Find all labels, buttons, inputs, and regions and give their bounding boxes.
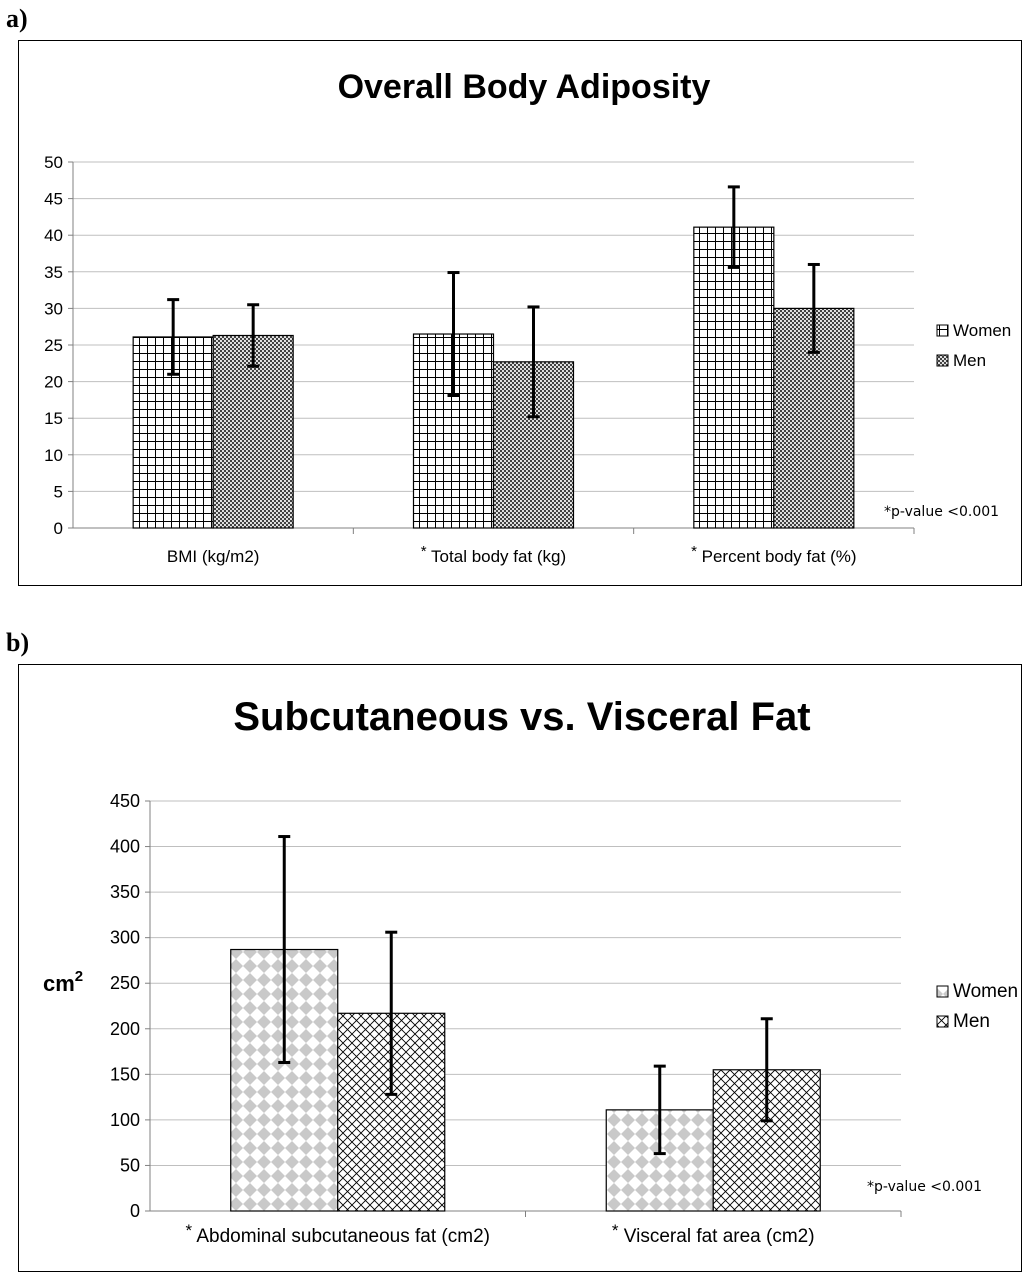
error-bar-men-1 <box>527 305 540 419</box>
legend-label-men: Men <box>953 351 986 370</box>
chart-title: Subcutaneous vs. Visceral Fat <box>233 695 810 739</box>
error-bar-women-2 <box>727 185 740 269</box>
legend-swatch-men <box>936 1015 949 1028</box>
y-tick-label: 25 <box>44 336 63 355</box>
y-tick-label: 150 <box>110 1064 140 1084</box>
y-tick-label: 350 <box>110 882 140 902</box>
y-tick-label: 5 <box>54 482 63 501</box>
y-tick-label: 200 <box>110 1019 140 1039</box>
error-bar-women-1 <box>653 1064 666 1156</box>
error-bar-women-0 <box>278 835 291 1064</box>
chart-a-svg: Overall Body Adiposity 0 5 10 15 20 25 30 35 40 45… <box>44 68 1011 566</box>
y-axis-label: cm2 <box>43 968 83 996</box>
y-tick-label: 100 <box>110 1110 140 1130</box>
y-tick-label: 40 <box>44 226 63 245</box>
y-tick-label: 300 <box>110 928 140 948</box>
y-tick-label: 50 <box>120 1155 140 1175</box>
y-tick-label: 45 <box>44 190 63 209</box>
error-bar-men-0 <box>385 930 398 1096</box>
y-tick-label: 400 <box>110 837 140 857</box>
y-tick-label: 15 <box>44 409 63 428</box>
y-tick-label: 35 <box>44 263 63 282</box>
legend-label-men: Men <box>953 1011 990 1032</box>
chart-b-svg: Subcutaneous vs. Visceral Fat 0 50 100 150 20… <box>43 695 1018 1247</box>
y-tick-label: 30 <box>44 299 63 318</box>
y-tick-label: 0 <box>130 1201 140 1221</box>
x-category-label: * Total body fat (kg) <box>421 543 566 566</box>
legend-swatch-men <box>936 354 949 367</box>
p-value-annotation: *p-value <0.001 <box>884 504 999 520</box>
x-category-label: * Percent body fat (%) <box>691 543 857 566</box>
error-bar-women-0 <box>167 298 180 376</box>
panel-a-label: a) <box>6 4 28 33</box>
y-tick-label: 250 <box>110 973 140 993</box>
chart-title: Overall Body Adiposity <box>338 68 711 106</box>
error-bar-men-1 <box>760 1017 773 1123</box>
y-tick-label: 10 <box>44 446 63 465</box>
error-bar-men-2 <box>807 262 820 354</box>
y-tick-label: 20 <box>44 373 63 392</box>
legend-swatch-women <box>936 985 949 998</box>
legend-swatch-women <box>936 324 949 337</box>
x-category-label: BMI (kg/m2) <box>167 547 260 566</box>
panel-b-label: b) <box>6 628 30 657</box>
legend-label-women: Women <box>953 321 1011 340</box>
y-tick-label: 50 <box>44 153 63 172</box>
x-category-label: * Abdominal subcutaneous fat (cm2) <box>186 1221 490 1247</box>
bar-women-2 <box>693 226 775 529</box>
y-tick-label: 450 <box>110 791 140 811</box>
chart-a-frame: Overall Body Adiposity 0 5 10 15 20 25 30 35 40 45… <box>18 40 1022 586</box>
p-value-annotation: *p-value <0.001 <box>867 1179 982 1195</box>
chart-b-frame: Subcutaneous vs. Visceral Fat 0 50 100 150 20… <box>18 664 1022 1272</box>
legend-label-women: Women <box>953 981 1018 1002</box>
error-bar-men-0 <box>247 303 260 368</box>
y-tick-label: 0 <box>54 519 63 538</box>
error-bar-women-1 <box>447 271 460 398</box>
x-category-label: * Visceral fat area (cm2) <box>612 1221 815 1247</box>
